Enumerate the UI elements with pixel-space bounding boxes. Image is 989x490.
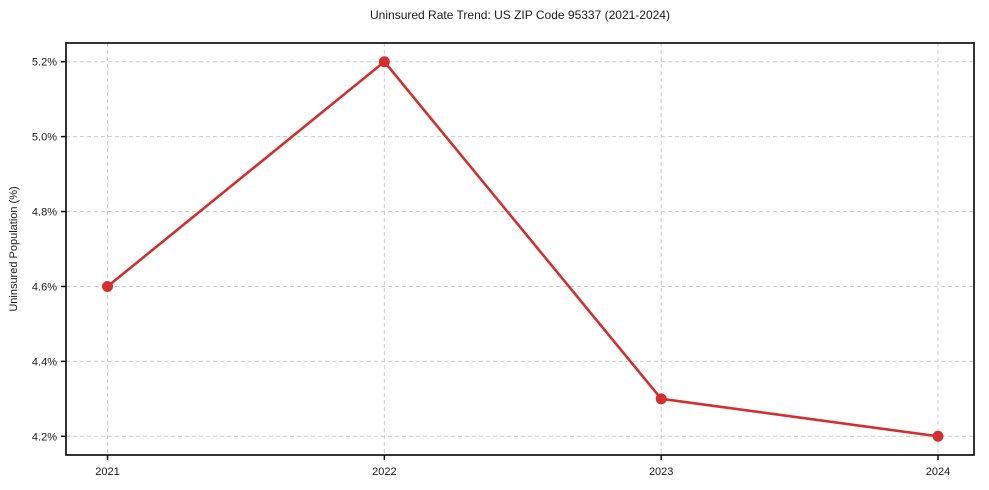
y-tick-label: 4.2% <box>32 431 57 443</box>
y-tick-label: 4.4% <box>32 356 57 368</box>
data-point-marker <box>102 280 114 292</box>
y-tick-label: 4.8% <box>32 207 57 219</box>
y-tick-label: 5.2% <box>32 57 57 69</box>
x-tick-label: 2021 <box>95 466 119 478</box>
trend-line <box>106 60 940 438</box>
chart-title: Uninsured Rate Trend: US ZIP Code 95337 … <box>370 8 670 22</box>
x-tick-label: 2024 <box>926 466 950 478</box>
plot-frame <box>65 42 975 456</box>
data-point-marker <box>655 393 667 405</box>
y-tick-label: 5.0% <box>32 132 57 144</box>
y-tick-label: 4.6% <box>32 281 57 293</box>
x-tick-label: 2022 <box>372 466 396 478</box>
x-tick-label: 2023 <box>649 466 673 478</box>
data-point-marker <box>932 430 944 442</box>
y-axis-label: Uninsured Population (%) <box>8 186 20 312</box>
data-point-marker <box>378 56 390 68</box>
